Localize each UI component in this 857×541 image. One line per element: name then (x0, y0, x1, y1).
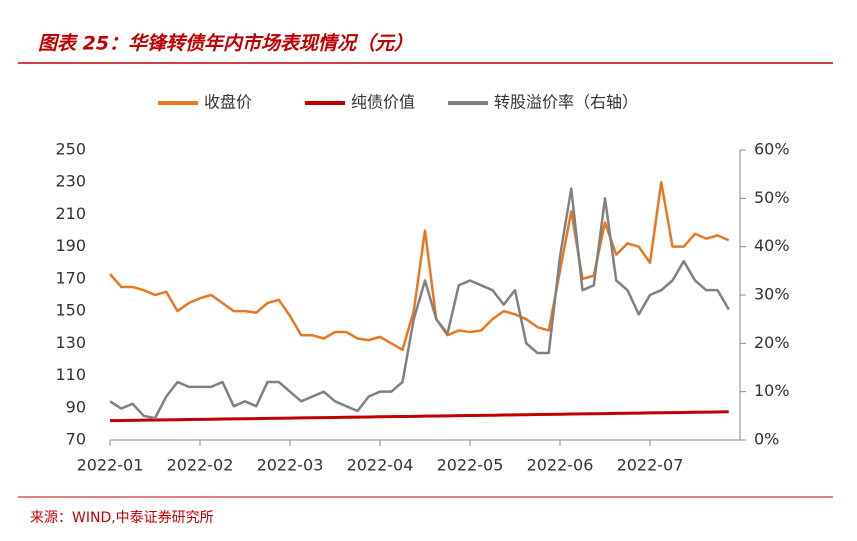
x-tick-label: 2022-05 (437, 456, 504, 475)
y2-tick-label: 60% (754, 140, 790, 159)
y-tick-label: 70 (66, 430, 86, 449)
y2-tick-label: 20% (754, 333, 790, 352)
series-line (109, 410, 729, 423)
series-line (109, 187, 730, 420)
y-tick-label: 90 (66, 397, 86, 416)
y2-tick-label: 50% (754, 188, 790, 207)
y2-tick-label: 10% (754, 381, 790, 400)
y-tick-label: 250 (55, 140, 86, 159)
y2-tick-label: 30% (754, 285, 790, 304)
y-tick-label: 130 (55, 333, 86, 352)
y-tick-label: 210 (55, 204, 86, 223)
y-tick-label: 230 (55, 172, 86, 191)
x-tick-label: 2022-03 (257, 456, 324, 475)
legend-label: 纯债价值 (351, 93, 415, 112)
x-tick-label: 2022-01 (77, 456, 144, 475)
y-tick-label: 170 (55, 268, 86, 287)
x-tick-label: 2022-07 (617, 456, 684, 475)
series-line (109, 180, 730, 352)
y-tick-label: 190 (55, 236, 86, 255)
x-tick-label: 2022-02 (167, 456, 234, 475)
y2-tick-label: 0% (754, 430, 779, 449)
y-tick-label: 150 (55, 301, 86, 320)
x-tick-label: 2022-06 (527, 456, 594, 475)
source: 来源：WIND,中泰证券研究所 (30, 510, 214, 526)
x-tick-label: 2022-04 (347, 456, 414, 475)
y-tick-label: 110 (55, 365, 86, 384)
chart-title: 图表 25：华锋转债年内市场表现情况（元） (38, 33, 413, 55)
legend-label: 收盘价 (204, 93, 252, 112)
legend-label: 转股溢价率（右轴） (494, 93, 638, 112)
y2-tick-label: 40% (754, 236, 790, 255)
